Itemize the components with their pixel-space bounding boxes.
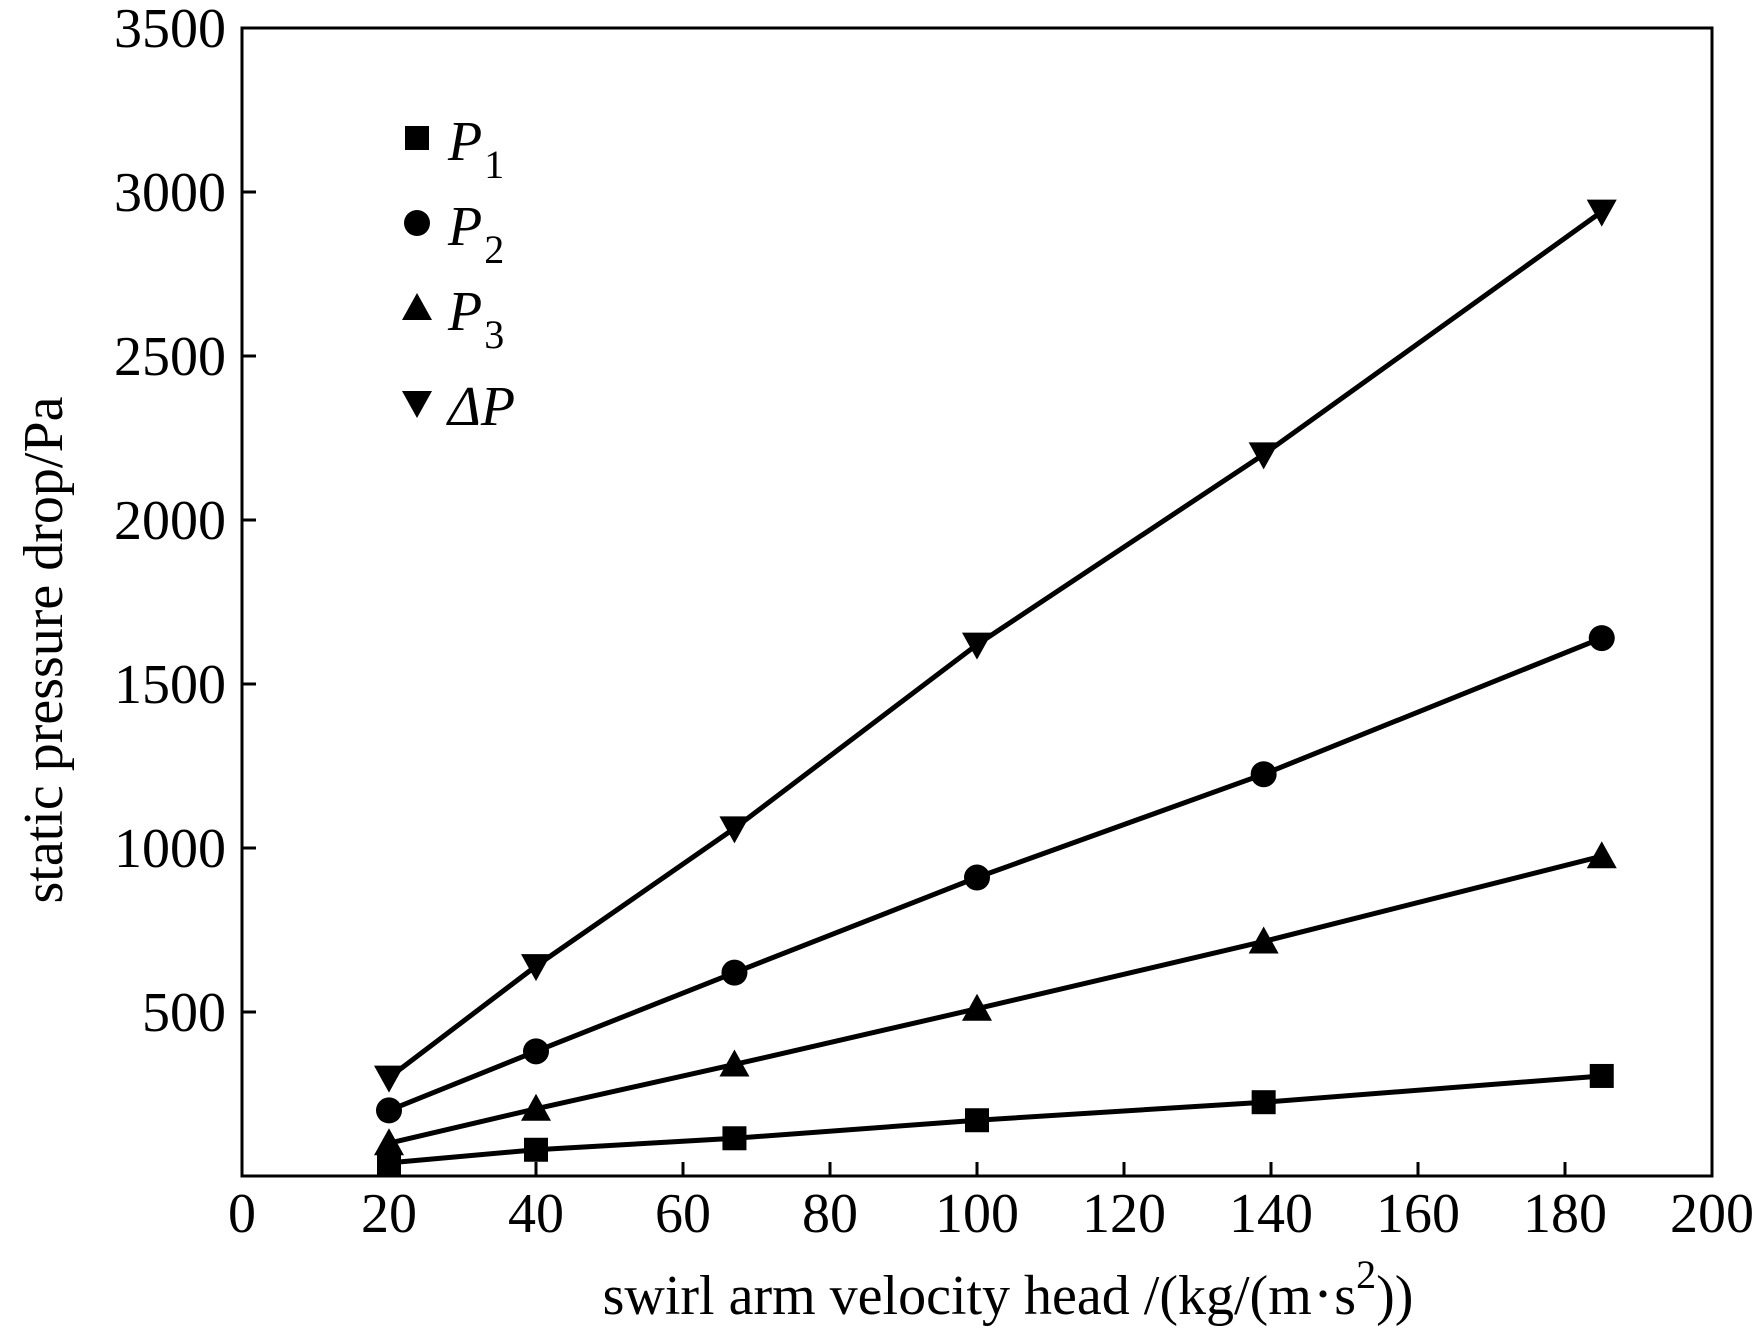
y-tick-label: 3000 (114, 162, 226, 224)
x-tick-label: 180 (1523, 1183, 1607, 1245)
data-point (523, 1038, 549, 1065)
series-line (387, 209, 1604, 1080)
y-tick-label: 2500 (114, 326, 226, 388)
y-tick-label: 1500 (114, 654, 226, 716)
y-tick-label: 1000 (114, 818, 226, 880)
data-point (722, 1126, 747, 1151)
series-2 (376, 625, 1615, 1124)
data-point (1248, 442, 1279, 470)
data-point (374, 1065, 404, 1093)
data-point (962, 632, 992, 660)
x-tick-label: 20 (361, 1183, 417, 1245)
legend-label: P3 (447, 281, 504, 357)
x-tick-label: 140 (1229, 1183, 1313, 1245)
data-point (1589, 1063, 1614, 1088)
series-4 (374, 199, 1617, 1093)
legend-marker (402, 293, 432, 320)
y-tick-label: 2000 (114, 490, 226, 552)
legend-label: ΔP (446, 376, 515, 438)
legend-item: P2 (404, 196, 504, 272)
legend-label: P2 (447, 196, 504, 272)
legend-item: P3 (402, 281, 504, 357)
data-point (721, 959, 748, 986)
data-point (1586, 841, 1617, 869)
x-tick-label: 80 (802, 1183, 858, 1245)
y-tick-label: 3500 (114, 0, 226, 60)
y-tick-label: 500 (142, 982, 226, 1044)
series-line (388, 853, 1603, 1146)
series-layer (374, 199, 1617, 1175)
x-axis-title: swirl arm velocity head/(kg/(m • s2)) (603, 1252, 1414, 1327)
series-line (388, 635, 1603, 1113)
legend-item: P1 (405, 111, 504, 187)
x-tick-label: 100 (935, 1183, 1019, 1245)
x-tick-label: 160 (1376, 1183, 1460, 1245)
legend-marker (404, 210, 430, 236)
x-tick-label: 0 (228, 1183, 256, 1245)
data-point (965, 1108, 989, 1133)
data-point (719, 1049, 750, 1077)
legend-label: P1 (447, 111, 504, 187)
data-point (962, 993, 992, 1021)
data-point (374, 1128, 404, 1156)
axes: 0 20 40 60 80 100 120 140 160 180 200 500 1000 1500 20… (114, 0, 1754, 1245)
series-1 (377, 1063, 1614, 1175)
data-point (521, 1093, 551, 1121)
series-3 (374, 841, 1617, 1156)
x-tick-label: 200 (1670, 1183, 1754, 1245)
data-point (719, 816, 750, 844)
legend-item: ΔP (402, 376, 515, 438)
data-point (376, 1097, 402, 1124)
y-axis-title: static pressure drop/Pa (13, 396, 75, 903)
legend-marker (402, 391, 432, 418)
data-point (1588, 625, 1615, 652)
data-point (1586, 199, 1617, 227)
legend: P1 P2 P3 ΔP (402, 111, 515, 438)
legend-marker (405, 126, 429, 150)
series-line (388, 1073, 1602, 1166)
data-point (521, 954, 551, 982)
data-point (1251, 1090, 1276, 1115)
x-tick-label: 60 (655, 1183, 711, 1245)
x-tick-label: 120 (1082, 1183, 1166, 1245)
data-point (524, 1137, 548, 1162)
data-point (1248, 926, 1279, 954)
data-point (1250, 761, 1277, 788)
x-tick-label: 40 (508, 1183, 564, 1245)
data-point (964, 864, 990, 891)
